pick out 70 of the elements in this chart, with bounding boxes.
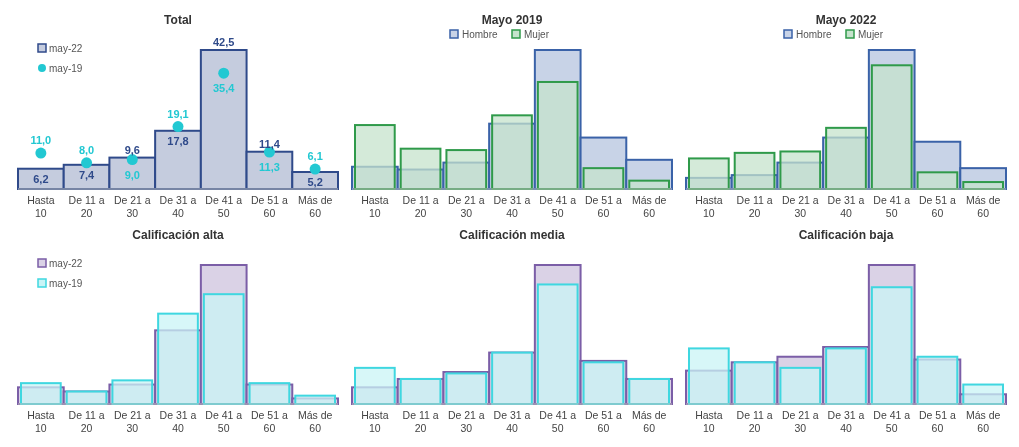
legend-label: Hombre xyxy=(796,29,832,40)
x-tick-label: De 31 a 40 xyxy=(159,409,197,434)
x-tick-label: De 51 a 60 xyxy=(251,409,288,434)
chart-title: Mayo 2022 xyxy=(815,13,877,27)
data-label: 42,5 xyxy=(213,36,235,48)
x-tick-label: De 31 a 40 xyxy=(493,409,531,434)
x-tick-label: Hasta 10 xyxy=(695,194,723,219)
x-tick-label: Más de 60 xyxy=(297,409,333,434)
data-label: 11,4 xyxy=(259,137,281,150)
data-label: 9,6 xyxy=(124,143,140,156)
data-label: 5,2 xyxy=(307,175,323,188)
x-tick-label: De 31 a 40 xyxy=(827,409,865,434)
x-tick-label: De 51 a 60 xyxy=(251,194,288,219)
legend-label: Mujer xyxy=(858,29,884,40)
chart-title: Total xyxy=(164,13,192,27)
x-tick-label: De 11 a 20 xyxy=(68,194,105,219)
x-tick-label: De 31 a 40 xyxy=(493,194,531,219)
x-tick-label: Hasta 10 xyxy=(27,409,55,434)
x-tick-label: Más de 60 xyxy=(631,194,667,219)
data-label: 19,1 xyxy=(167,107,189,120)
x-tick-label: De 11 a 20 xyxy=(402,194,439,219)
x-tick-label: Hasta 10 xyxy=(361,409,389,434)
data-label: 6,2 xyxy=(33,172,49,185)
x-tick-label: De 41 a 50 xyxy=(539,194,577,219)
x-tick-label: De 21 a 30 xyxy=(447,409,485,434)
legend-label: may-22 xyxy=(49,258,83,269)
data-label: 11,0 xyxy=(30,134,52,147)
x-tick-label: De 21 a 30 xyxy=(781,409,819,434)
x-tick-label: De 31 a 40 xyxy=(827,194,865,219)
legend-label: Hombre xyxy=(462,29,498,40)
x-tick-label: De 41 a 50 xyxy=(873,409,911,434)
x-tick-label: De 41 a 50 xyxy=(873,194,911,219)
x-tick-label: Más de 60 xyxy=(965,409,1001,434)
legend-label: may-19 xyxy=(49,63,83,74)
x-tick-label: De 31 a 40 xyxy=(159,194,197,219)
x-tick-label: De 21 a 30 xyxy=(447,194,485,219)
chart-title: Calificación alta xyxy=(132,228,224,242)
data-label: 6,1 xyxy=(307,150,323,163)
x-tick-label: De 11 a 20 xyxy=(402,409,439,434)
chart-title: Calificación baja xyxy=(798,228,894,242)
x-tick-label: De 21 a 30 xyxy=(113,409,151,434)
x-tick-label: De 41 a 50 xyxy=(205,409,243,434)
x-tick-label: De 21 a 30 xyxy=(781,194,819,219)
x-tick-label: De 21 a 30 xyxy=(113,194,151,219)
data-label: 35,4 xyxy=(213,82,236,95)
x-tick-label: De 51 a 60 xyxy=(585,194,622,219)
x-tick-label: Hasta 10 xyxy=(695,409,723,434)
data-label: 7,4 xyxy=(78,168,96,181)
x-tick-label: Más de 60 xyxy=(965,194,1001,219)
x-tick-label: Hasta 10 xyxy=(27,194,55,219)
x-tick-label: De 51 a 60 xyxy=(919,409,956,434)
x-tick-label: De 51 a 60 xyxy=(585,409,622,434)
x-tick-label: Más de 60 xyxy=(631,409,667,434)
data-label: 11,3 xyxy=(259,161,280,174)
x-tick-label: De 11 a 20 xyxy=(736,409,773,434)
x-tick-label: De 11 a 20 xyxy=(736,194,773,219)
x-tick-label: Más de 60 xyxy=(297,194,333,219)
data-label: 17,8 xyxy=(167,134,189,147)
legend-label: may-19 xyxy=(49,278,83,289)
data-label: 9,0 xyxy=(124,168,140,181)
x-tick-label: De 41 a 50 xyxy=(539,409,577,434)
x-tick-label: De 51 a 60 xyxy=(919,194,956,219)
legend-label: may-22 xyxy=(49,43,83,54)
chart-title: Calificación media xyxy=(459,228,566,242)
chart-title: Mayo 2019 xyxy=(481,13,543,27)
x-tick-label: De 41 a 50 xyxy=(205,194,243,219)
data-label: 8,0 xyxy=(78,143,95,156)
legend-label: Mujer xyxy=(524,29,550,40)
x-tick-label: Hasta 10 xyxy=(361,194,389,219)
x-tick-label: De 11 a 20 xyxy=(68,409,105,434)
